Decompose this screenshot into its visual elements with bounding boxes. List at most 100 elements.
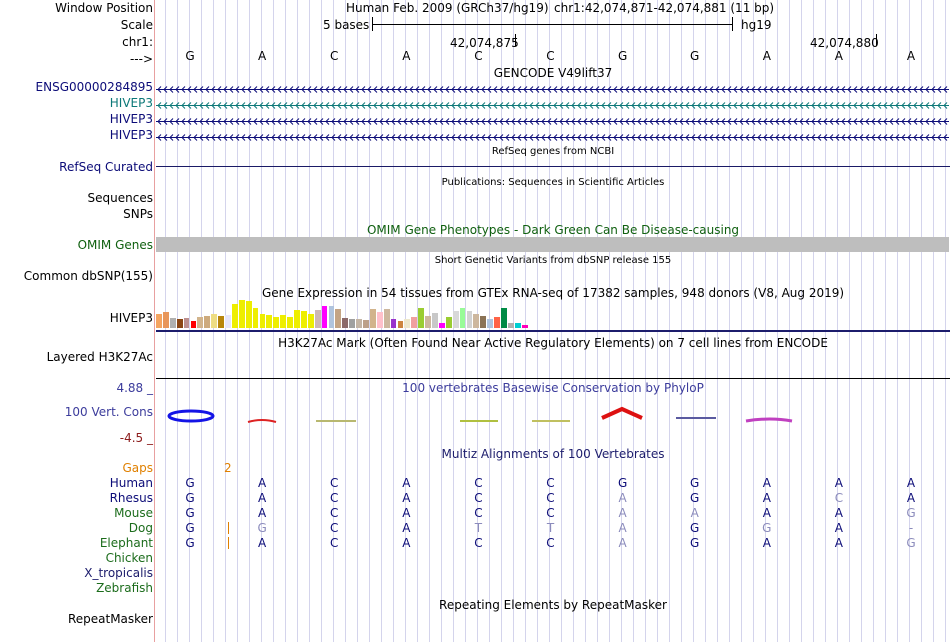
track-label-cons[interactable]: 100 Vert. Cons bbox=[64, 405, 153, 419]
gtex-bar[interactable] bbox=[445, 317, 452, 328]
alignment-base: A bbox=[618, 506, 627, 520]
gtex-bar[interactable] bbox=[287, 317, 293, 328]
gtex-bar[interactable] bbox=[383, 309, 390, 328]
track-label-hivep3-3[interactable]: HIVEP3 bbox=[109, 128, 153, 142]
gtex-bar[interactable] bbox=[280, 315, 287, 328]
gene-track-hivep3-2[interactable] bbox=[156, 115, 949, 125]
track-label-hivep3-1[interactable]: HIVEP3 bbox=[109, 96, 153, 110]
gene-track-hivep3-3[interactable] bbox=[156, 131, 949, 141]
track-label-omim[interactable]: OMIM Genes bbox=[77, 238, 153, 252]
gtex-bar[interactable] bbox=[349, 319, 356, 328]
gtex-bar[interactable] bbox=[514, 323, 521, 328]
gtex-bar[interactable] bbox=[218, 316, 224, 328]
gtex-bar[interactable] bbox=[321, 306, 328, 328]
gtex-bar[interactable] bbox=[231, 304, 238, 328]
track-label-hivep3-2[interactable]: HIVEP3 bbox=[109, 112, 153, 126]
alignment-base: T bbox=[546, 521, 555, 535]
species-label-mouse[interactable]: Mouse bbox=[114, 506, 153, 520]
gtex-bar[interactable] bbox=[363, 320, 369, 328]
gene-track-hivep3-1[interactable] bbox=[156, 99, 949, 109]
gtex-bar-chart[interactable] bbox=[156, 298, 556, 328]
gtex-bar[interactable] bbox=[411, 317, 418, 328]
grid-line bbox=[417, 0, 418, 642]
gtex-bar[interactable] bbox=[459, 308, 466, 328]
gtex-bar[interactable] bbox=[259, 314, 266, 328]
track-label-gaps[interactable]: Gaps bbox=[122, 461, 153, 475]
gtex-bar[interactable] bbox=[307, 314, 314, 328]
gene-track-ensg[interactable] bbox=[156, 83, 949, 93]
species-label-dog[interactable]: Dog bbox=[128, 521, 153, 535]
track-label-dbsnp[interactable]: Common dbSNP(155) bbox=[23, 269, 153, 283]
gtex-bar[interactable] bbox=[197, 317, 204, 328]
refseq-curated-line[interactable] bbox=[156, 166, 950, 167]
gtex-bar[interactable] bbox=[225, 315, 231, 328]
gtex-bar[interactable] bbox=[487, 319, 494, 328]
gtex-bar[interactable] bbox=[390, 319, 397, 328]
gtex-bar[interactable] bbox=[369, 309, 376, 328]
h3k27ac-baseline bbox=[156, 378, 950, 379]
alignment-base: A bbox=[257, 476, 267, 490]
gtex-bar[interactable] bbox=[356, 319, 362, 328]
gtex-bar[interactable] bbox=[252, 308, 259, 328]
gtex-bar[interactable] bbox=[162, 312, 169, 328]
gtex-bar[interactable] bbox=[473, 314, 480, 328]
gtex-bar[interactable] bbox=[466, 311, 473, 328]
gtex-bar[interactable] bbox=[238, 300, 245, 328]
gtex-bar[interactable] bbox=[183, 318, 190, 328]
track-label-h3k27ac[interactable]: Layered H3K27Ac bbox=[46, 350, 153, 364]
alignment-base: A bbox=[257, 506, 267, 520]
alignment-base: G bbox=[690, 476, 700, 490]
gtex-bar[interactable] bbox=[432, 313, 438, 328]
gtex-bar[interactable] bbox=[169, 318, 176, 328]
gtex-bar[interactable] bbox=[294, 310, 300, 328]
grid-line bbox=[705, 0, 706, 642]
coord-tick-2 bbox=[876, 34, 877, 46]
gtex-bar[interactable] bbox=[204, 316, 211, 328]
grid-line bbox=[633, 0, 634, 642]
alignment-base: A bbox=[762, 506, 771, 520]
gtex-bar[interactable] bbox=[211, 314, 218, 328]
gtex-bar[interactable] bbox=[376, 312, 383, 328]
gtex-bar[interactable] bbox=[425, 316, 431, 328]
reference-base: G bbox=[185, 49, 195, 63]
alignment-base: A bbox=[834, 476, 843, 490]
gtex-bar[interactable] bbox=[328, 306, 335, 328]
gtex-bar[interactable] bbox=[342, 318, 349, 328]
track-label-snps[interactable]: SNPs bbox=[123, 207, 153, 221]
gtex-bar[interactable] bbox=[176, 319, 183, 328]
gtex-bar[interactable] bbox=[266, 315, 273, 328]
gtex-bar[interactable] bbox=[404, 319, 411, 328]
alignment-base: C bbox=[329, 506, 339, 520]
species-label-zebrafish[interactable]: Zebrafish bbox=[96, 581, 153, 595]
gtex-bar[interactable] bbox=[245, 301, 252, 328]
gtex-bar[interactable] bbox=[438, 323, 445, 328]
track-label-sequences[interactable]: Sequences bbox=[87, 191, 153, 205]
track-label-repeatmasker[interactable]: RepeatMasker bbox=[67, 612, 153, 626]
gtex-bar[interactable] bbox=[452, 311, 459, 328]
gtex-bar[interactable] bbox=[501, 308, 507, 328]
gtex-bar[interactable] bbox=[314, 310, 321, 328]
species-label-human[interactable]: Human bbox=[109, 476, 153, 490]
gtex-bar[interactable] bbox=[480, 316, 487, 328]
gtex-bar[interactable] bbox=[397, 321, 404, 328]
species-label-xtropicalis[interactable]: X_tropicalis bbox=[84, 566, 153, 580]
cons-min-label: -4.5 _ bbox=[119, 431, 153, 445]
track-label-gtex[interactable]: HIVEP3 bbox=[109, 311, 153, 325]
track-label-ensg[interactable]: ENSG00000284895 bbox=[35, 80, 153, 94]
gtex-bar[interactable] bbox=[156, 314, 162, 328]
omim-gene-bar[interactable] bbox=[156, 237, 949, 252]
track-label-refseq[interactable]: RefSeq Curated bbox=[59, 160, 153, 174]
species-label-elephant[interactable]: Elephant bbox=[99, 536, 153, 550]
gtex-bar[interactable] bbox=[273, 317, 280, 328]
gtex-bar[interactable] bbox=[418, 308, 425, 328]
gtex-bar[interactable] bbox=[494, 317, 500, 328]
reference-base: A bbox=[402, 49, 411, 63]
gtex-bar[interactable] bbox=[300, 311, 307, 328]
species-label-rhesus[interactable]: Rhesus bbox=[109, 491, 153, 505]
gtex-bar[interactable] bbox=[507, 323, 514, 328]
gtex-bar[interactable] bbox=[190, 321, 197, 328]
alignment-base: A bbox=[618, 536, 627, 550]
gtex-bar[interactable] bbox=[521, 325, 528, 328]
gtex-bar[interactable] bbox=[335, 309, 342, 328]
species-label-chicken[interactable]: Chicken bbox=[105, 551, 153, 565]
